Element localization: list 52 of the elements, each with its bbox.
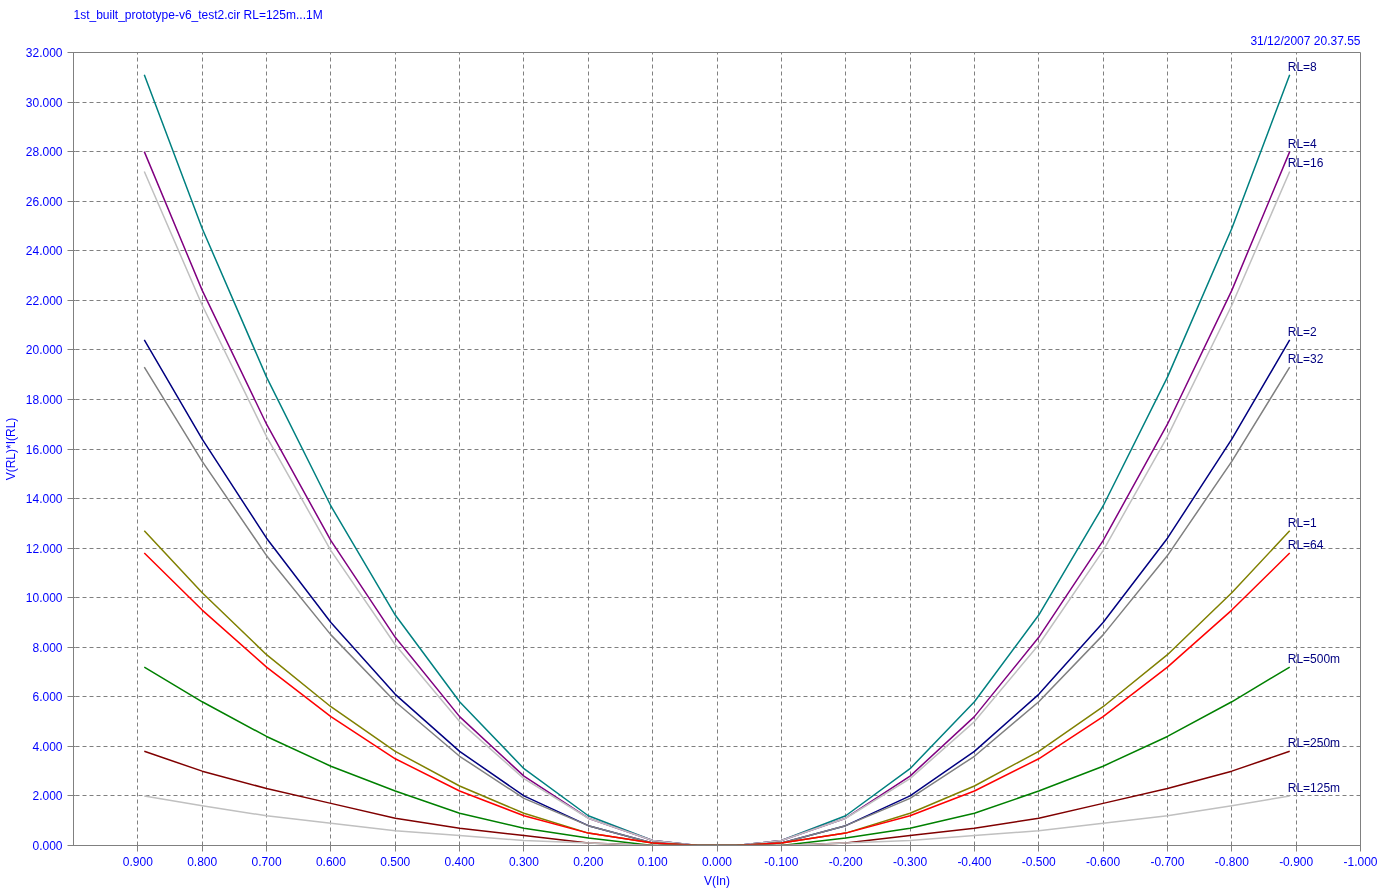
- series-label: RL=2: [1287, 324, 1318, 339]
- series-label: RL=32: [1287, 352, 1324, 367]
- series-label: RL=250m: [1287, 736, 1341, 751]
- x-axis-title: V(In): [704, 873, 731, 888]
- y-tick-label: 26.000: [25, 194, 63, 209]
- y-tick-label: 24.000: [25, 244, 63, 259]
- x-tick-label: -0.900: [1279, 854, 1314, 869]
- series-label: RL=8: [1287, 59, 1318, 74]
- y-axis-title: V(RL)*I(RL): [3, 417, 18, 481]
- series-label: RL=16: [1287, 156, 1324, 171]
- x-tick-label: 0.600: [315, 854, 347, 869]
- y-tick-label: 8.000: [32, 640, 63, 655]
- x-tick-label: -1.000: [1343, 854, 1378, 869]
- y-tick-label: 20.000: [25, 343, 63, 358]
- y-tick-label: 2.000: [32, 789, 63, 804]
- x-tick-label: 0.000: [701, 854, 733, 869]
- x-tick-label: 0.400: [444, 854, 475, 869]
- y-tick-label: 16.000: [25, 442, 63, 457]
- series-label: RL=1: [1287, 515, 1318, 530]
- y-tick-label: 4.000: [32, 739, 63, 754]
- series-label: RL=500m: [1287, 652, 1341, 667]
- y-tick-label: 0.000: [32, 839, 63, 853]
- x-tick-label: -0.600: [1086, 854, 1121, 869]
- y-tick-label: 28.000: [25, 145, 63, 160]
- x-tick-label: 0.800: [187, 854, 218, 869]
- x-tick-label: 0.500: [380, 854, 411, 869]
- x-tick-label: 0.300: [508, 854, 540, 869]
- series-label: RL=64: [1287, 538, 1324, 553]
- y-tick-label: 30.000: [25, 95, 63, 110]
- series-label: RL=4: [1287, 136, 1318, 151]
- x-tick-label: -0.500: [1021, 854, 1057, 869]
- x-tick-label: -0.800: [1214, 854, 1250, 869]
- x-tick-label: -0.100: [764, 854, 799, 869]
- text: 31/12/2007 20.37.55: [1250, 33, 1361, 48]
- y-tick-label: 22.000: [25, 293, 63, 308]
- x-tick-label: -0.300: [893, 854, 928, 869]
- y-tick-label: 12.000: [25, 541, 63, 556]
- chart-title: 1st_built_prototype-v6_test2.cir RL=125m...1M: [73, 7, 323, 22]
- y-tick-label: 32.000: [25, 46, 63, 60]
- x-tick-label: 0.200: [573, 854, 604, 869]
- y-tick-label: 14.000: [25, 492, 63, 507]
- x-tick-label: -0.200: [828, 854, 864, 869]
- x-tick-label: -0.700: [1150, 854, 1185, 869]
- x-tick-label: -0.400: [957, 854, 992, 869]
- line-series: [143, 795, 1291, 846]
- series-label: RL=125m: [1287, 780, 1341, 795]
- y-tick-label: 18.000: [25, 392, 63, 407]
- x-tick-label: 0.700: [251, 854, 282, 869]
- x-tick-label: 0.900: [122, 854, 154, 869]
- y-tick-label: 10.000: [25, 591, 63, 606]
- x-tick-label: 0.100: [637, 854, 668, 869]
- y-tick-label: 6.000: [32, 690, 63, 705]
